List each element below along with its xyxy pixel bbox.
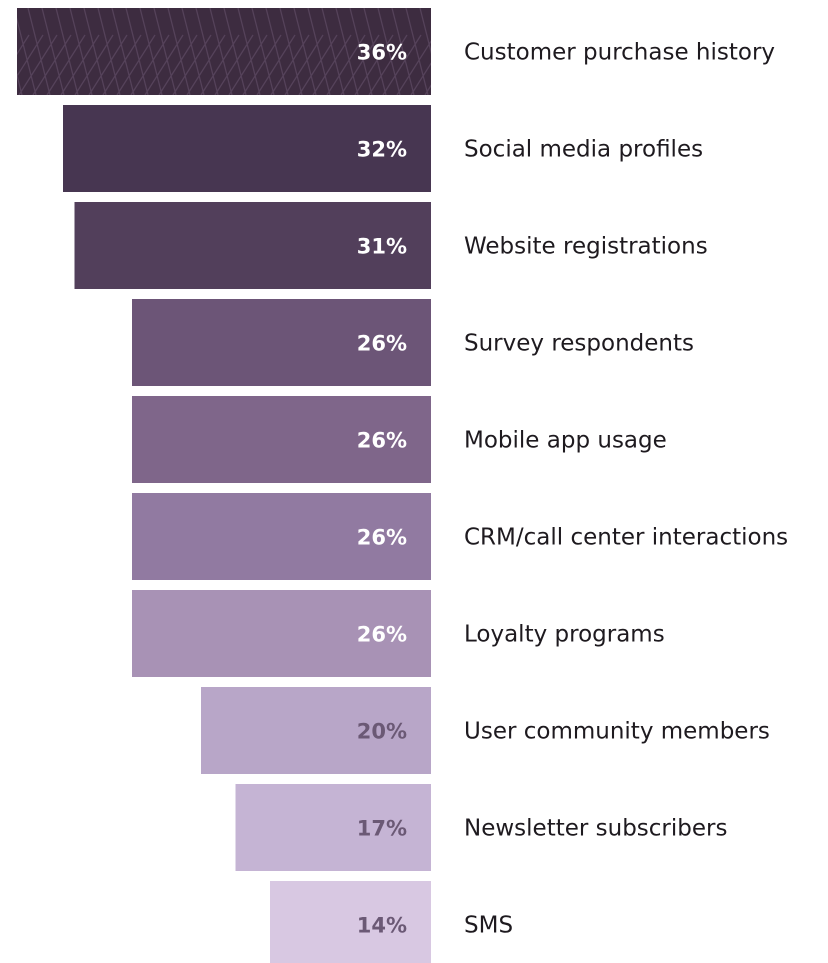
- value-label: 26%: [357, 526, 407, 550]
- category-label: Survey respondents: [464, 331, 694, 357]
- value-label: 14%: [357, 914, 407, 938]
- category-label: Mobile app usage: [464, 428, 667, 454]
- category-label: Customer purchase history: [464, 40, 775, 66]
- value-label: 32%: [357, 138, 407, 162]
- value-label: 31%: [357, 235, 407, 259]
- category-labels-layer: Customer purchase history Social media pr…: [464, 40, 788, 939]
- category-label: Website registrations: [464, 234, 708, 260]
- value-label: 26%: [357, 332, 407, 356]
- category-label: User community members: [464, 719, 770, 745]
- category-label: Loyalty programs: [464, 622, 665, 648]
- value-label: 20%: [357, 720, 407, 744]
- value-label: 26%: [357, 623, 407, 647]
- category-label: CRM/call center interactions: [464, 525, 788, 551]
- category-label: Newsletter subscribers: [464, 816, 727, 842]
- value-label: 26%: [357, 429, 407, 453]
- value-label: 36%: [357, 41, 407, 65]
- category-label: SMS: [464, 913, 513, 939]
- value-label: 17%: [357, 817, 407, 841]
- category-label: Social media profiles: [464, 137, 703, 163]
